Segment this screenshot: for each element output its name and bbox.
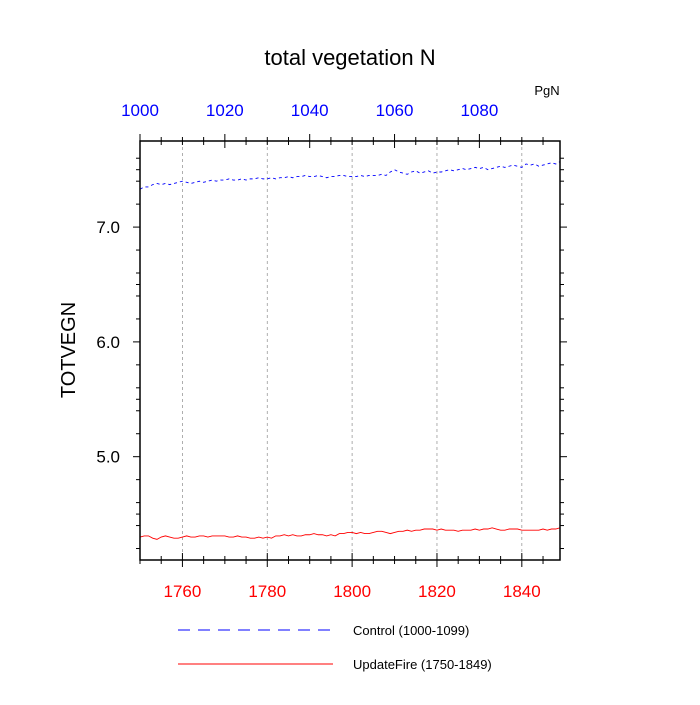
top-tick-label: 1040 (291, 101, 329, 120)
left-tick-label: 5.0 (96, 448, 120, 467)
legend-label-1: UpdateFire (1750-1849) (353, 657, 492, 672)
bottom-tick-label: 1820 (418, 582, 456, 601)
bottom-tick-label: 1800 (333, 582, 371, 601)
legend: Control (1000-1099) UpdateFire (1750-1849… (178, 623, 492, 672)
plot-frame (139, 140, 561, 561)
bottom-tick-label: 1780 (248, 582, 286, 601)
top-tick-label: 1020 (206, 101, 244, 120)
left-tick-label: 7.0 (96, 218, 120, 237)
chart-title: total vegetation N (264, 45, 435, 70)
legend-label-0: Control (1000-1099) (353, 623, 469, 638)
bottom-tick-label: 1760 (164, 582, 202, 601)
series-layer (139, 161, 561, 540)
y-axis-label: TOTVEGN (58, 302, 80, 398)
units-label: PgN (534, 83, 559, 98)
series-line-control (139, 161, 561, 190)
top-tick-label: 1060 (376, 101, 414, 120)
left-tick-label: 6.0 (96, 333, 120, 352)
top-tick-label: 1080 (460, 101, 498, 120)
bottom-tick-label: 1840 (503, 582, 541, 601)
series-line-updatefire (139, 527, 561, 540)
top-tick-label: 1000 (121, 101, 159, 120)
grid-layer (182, 141, 523, 560)
axes-layer: 1760 1780 1800 1820 1840 1000 1020 1040 1060 1080… (96, 101, 567, 601)
